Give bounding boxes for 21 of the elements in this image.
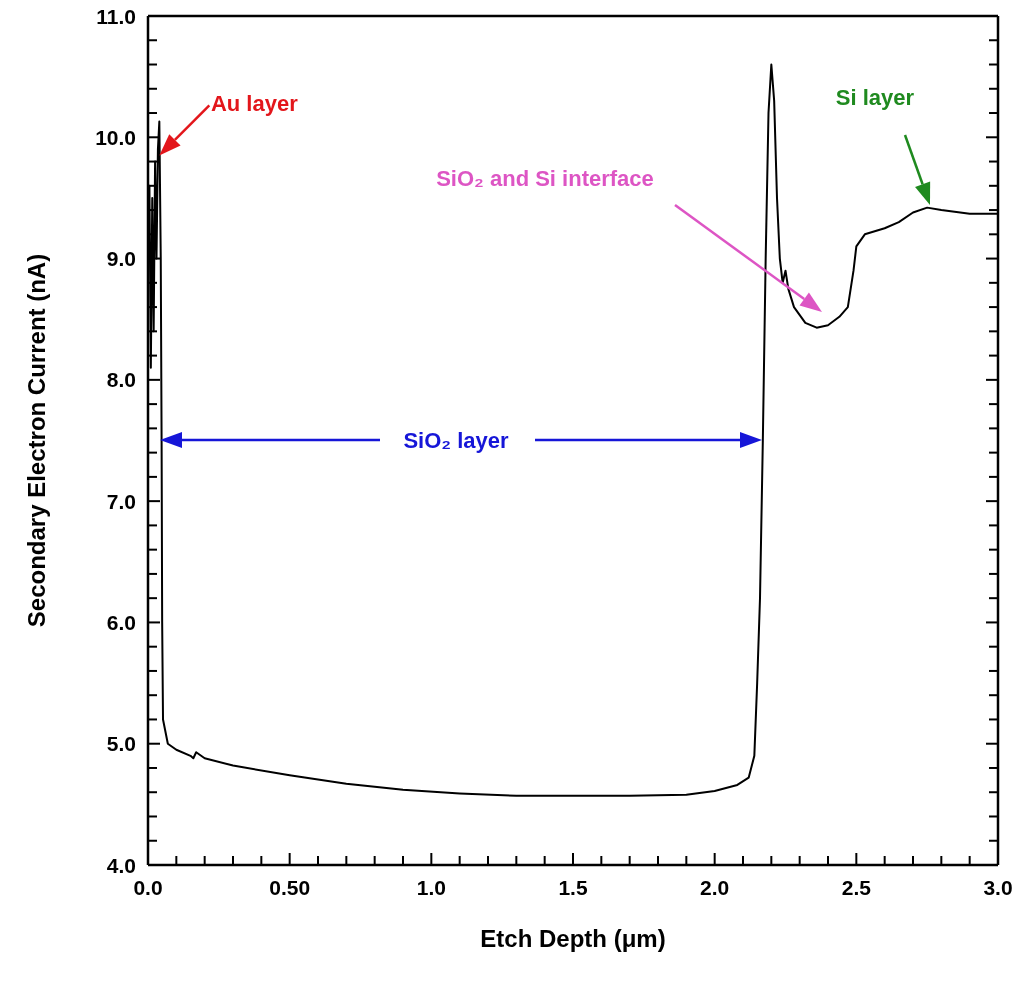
x-tick-label: 2.0 [700, 876, 730, 899]
x-tick-label: 1.5 [558, 876, 588, 899]
y-tick-label: 9.0 [106, 247, 136, 271]
x-tick-label: 2.5 [841, 876, 872, 899]
y-tick-label: 6.0 [106, 610, 136, 634]
x-tick-label: 1.0 [416, 876, 446, 899]
y-tick-label: 5.0 [106, 732, 136, 756]
x-tick-label: 3.0 [983, 876, 1013, 899]
x-tick-label: 0.0 [133, 876, 163, 899]
y-tick-label: 7.0 [106, 489, 136, 513]
annotation: Si layer [835, 84, 915, 110]
annotation: SiO₂ layer [403, 427, 510, 453]
x-axis-title: Etch Depth (μm) [480, 925, 666, 952]
y-tick-label: 8.0 [106, 368, 136, 392]
y-tick-label: 11.0 [96, 4, 136, 28]
y-axis-title: Secondary Electron Current (nA) [22, 253, 50, 628]
annotation: Au layer [210, 90, 299, 116]
annotation: SiO₂ and Si interface [436, 165, 654, 191]
y-tick-label: 4.0 [106, 853, 136, 877]
x-tick-label: 0.50 [269, 876, 311, 899]
y-tick-label: 10.0 [95, 125, 136, 149]
